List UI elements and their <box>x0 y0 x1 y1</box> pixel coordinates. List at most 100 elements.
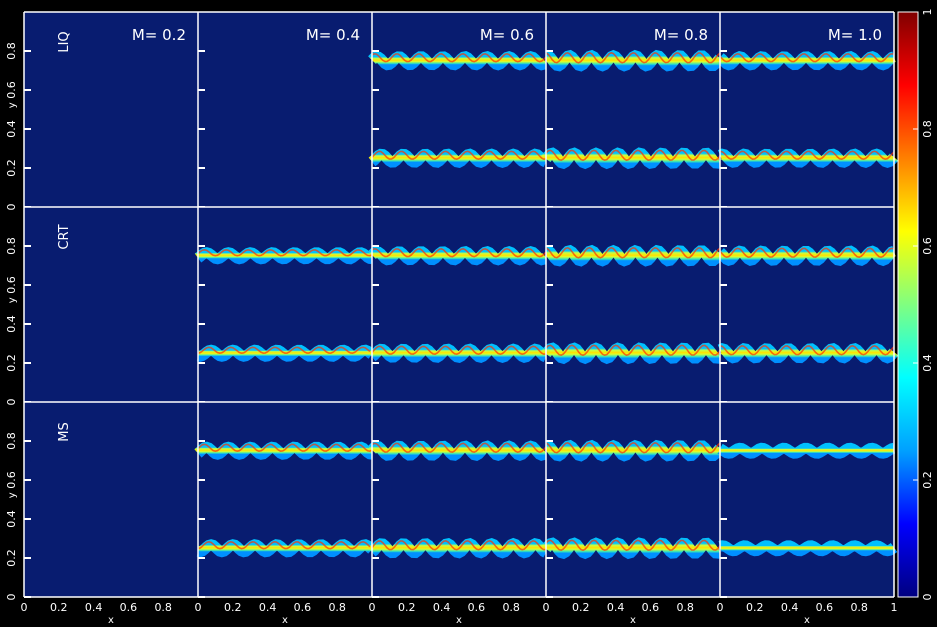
y-tick-label: 0.8 <box>5 42 18 60</box>
y-tick-label: 0.2 <box>5 159 18 177</box>
column-title: M= 0.4 <box>306 26 360 44</box>
y-tick-label: 0.4 <box>5 120 18 138</box>
x-tick-label: 0.2 <box>224 601 242 614</box>
y-tick-label: 0.6 <box>5 276 18 294</box>
row-label: CRT <box>57 224 72 249</box>
y-tick-label: 0 <box>5 594 18 601</box>
panel-crt-m0.6 <box>368 207 550 403</box>
panel-background <box>24 12 198 207</box>
interface-crest <box>371 539 547 551</box>
panel-background <box>546 207 720 402</box>
column-title: M= 0.8 <box>654 26 708 44</box>
x-tick-label: 0.2 <box>50 601 68 614</box>
x-tick-label: 0 <box>717 601 724 614</box>
panel-liq-m0.4 <box>198 12 372 208</box>
y-axis-label: y <box>7 102 18 108</box>
x-tick-label: 0.4 <box>433 601 451 614</box>
interface-band <box>717 342 899 364</box>
y-tick-label: 0.2 <box>5 354 18 372</box>
colorbar-tick-label: 0 <box>921 594 934 601</box>
panel-crt-m0.4 <box>194 207 376 403</box>
x-tick-label: 0 <box>543 601 550 614</box>
panel-crt-m0.2 <box>24 207 198 403</box>
panel-background <box>198 12 372 207</box>
panel-background <box>720 207 894 402</box>
x-tick-label: 0.8 <box>154 601 172 614</box>
column-title: M= 0.6 <box>480 26 534 44</box>
interface-crest <box>719 52 895 63</box>
x-axis-label: x <box>108 615 114 626</box>
interface-crest <box>371 345 547 356</box>
colorbar-tick-label: 0.4 <box>921 354 934 372</box>
interface-band <box>368 51 550 71</box>
interface-crest <box>545 51 721 64</box>
x-tick-label: 0.6 <box>816 601 834 614</box>
panel-ms-m0.8 <box>541 402 725 598</box>
panel-grid <box>23 11 899 598</box>
y-axis-label: y <box>7 297 18 303</box>
panel-background <box>372 207 546 402</box>
interface-crest <box>197 248 373 257</box>
panel-background <box>720 12 894 207</box>
interface-crest <box>371 150 547 161</box>
x-axis-label: x <box>630 615 636 626</box>
x-tick-label: 0.2 <box>398 601 416 614</box>
interface-crest <box>545 149 721 162</box>
panel-background <box>546 12 720 207</box>
colorbar-gradient <box>897 11 919 598</box>
panel-background <box>24 207 198 402</box>
colorbar: 0 0.2 0.4 0.6 0.8 1 <box>897 9 934 601</box>
column-title: M= 1.0 <box>828 26 882 44</box>
y-tick-label: 0.8 <box>5 237 18 255</box>
panel-background <box>372 402 546 597</box>
x-tick-label: 0.4 <box>259 601 277 614</box>
panel-ms-m0.6 <box>367 402 550 598</box>
panel-crt-m1 <box>716 207 899 403</box>
interface-crest <box>545 344 721 357</box>
x-tick-label: 0.4 <box>781 601 799 614</box>
y-tick-label: 0.2 <box>5 549 18 567</box>
interface-crest <box>371 442 547 454</box>
x-axis-label: x <box>282 615 288 626</box>
y-tick-label: 0.8 <box>5 432 18 450</box>
panel-crt-m0.8 <box>541 207 725 403</box>
y-tick-label: 0 <box>5 399 18 406</box>
panel-background <box>198 207 372 402</box>
colorbar-tick-label: 1 <box>921 9 934 16</box>
y-tick-label: 0.6 <box>5 81 18 99</box>
x-tick-label: 0.6 <box>642 601 660 614</box>
interface-crest <box>545 539 721 552</box>
interface-crest <box>719 150 895 161</box>
colorbar-tick-label: 0.6 <box>921 237 934 255</box>
x-tick-label: 0.6 <box>120 601 138 614</box>
panel-background <box>546 402 720 597</box>
interface-band <box>197 344 376 362</box>
interface-crest <box>545 246 721 259</box>
panel-background <box>372 12 546 207</box>
x-tick-label: 0.4 <box>607 601 625 614</box>
panel-background <box>24 402 198 597</box>
panel-background <box>198 402 372 597</box>
column-title: M= 0.2 <box>132 26 186 44</box>
y-tick-label: 0.4 <box>5 315 18 333</box>
panel-ms-m1 <box>717 402 898 598</box>
x-tick-label: 0.6 <box>468 601 486 614</box>
interface-band <box>716 245 896 267</box>
x-tick-label: 0.8 <box>850 601 868 614</box>
x-tick-label: 0.8 <box>676 601 694 614</box>
x-tick-label: 0.2 <box>746 601 764 614</box>
interface-band <box>196 539 376 558</box>
y-tick-label: 0.4 <box>5 510 18 528</box>
colorbar-tick-label: 0.8 <box>921 120 934 138</box>
x-tick-label: 0 <box>195 601 202 614</box>
x-tick-label: 0.2 <box>572 601 590 614</box>
interface-band <box>194 247 373 265</box>
interface-crest <box>197 346 373 355</box>
panel-liq-m0.2 <box>24 12 198 208</box>
axis-labels: M= 0.2 M= 0.4 M= 0.6 M= 0.8 M= 1.0LIQCRTMS00… <box>5 26 898 626</box>
x-tick-label: 0.4 <box>85 601 103 614</box>
x-tick-label: 0 <box>21 601 28 614</box>
interface-band <box>718 540 898 557</box>
row-label: LIQ <box>57 31 72 52</box>
